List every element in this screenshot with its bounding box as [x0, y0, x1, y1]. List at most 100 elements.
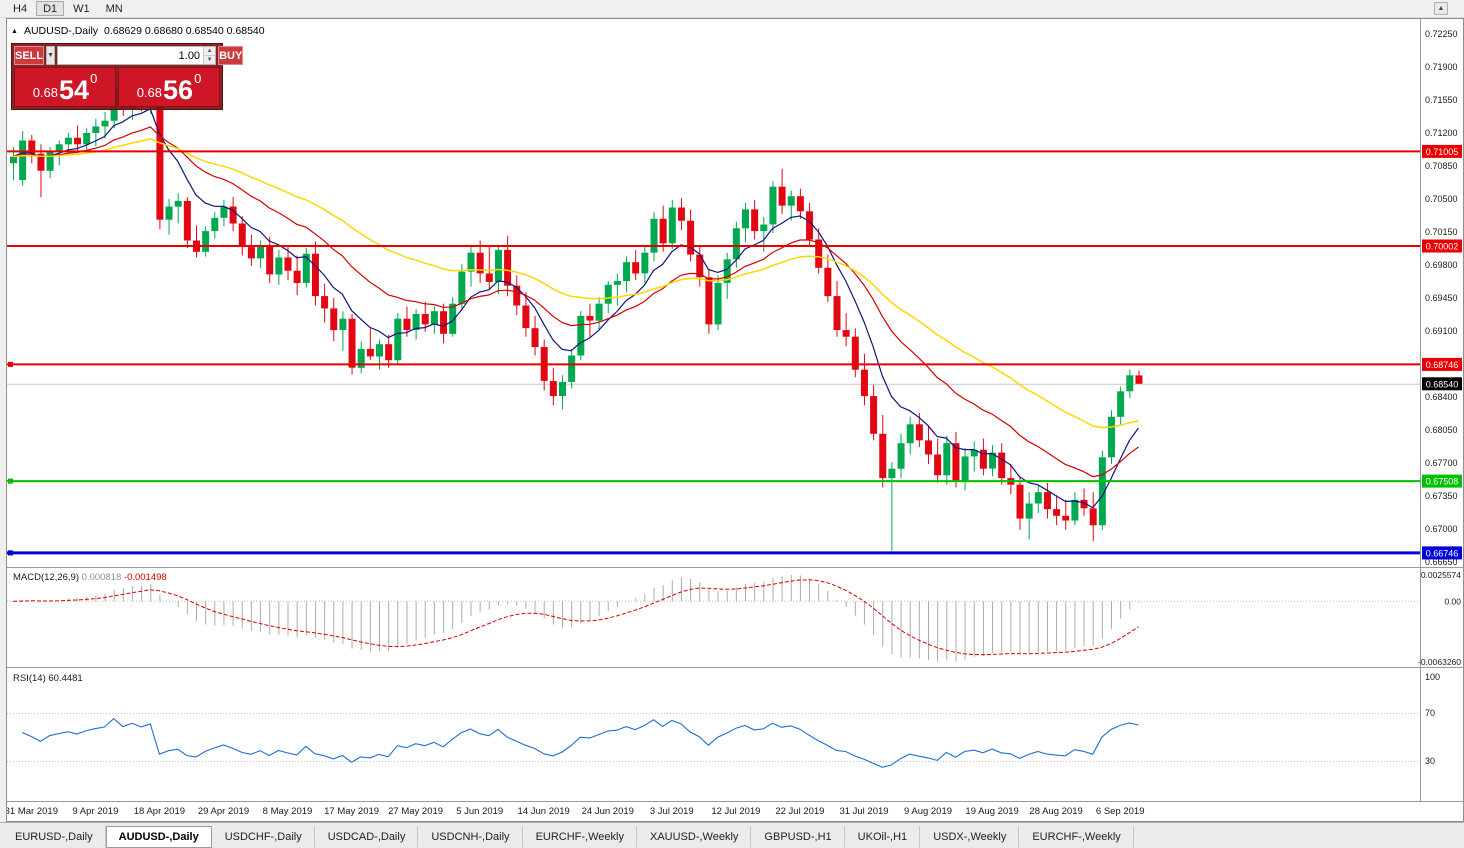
line-price-flag	[1422, 357, 1462, 371]
date-label: 6 Sep 2019	[1096, 806, 1145, 817]
volume-input[interactable]	[58, 47, 204, 64]
price-axis-label: 0.69450	[1425, 293, 1458, 303]
buy-price-prefix: 0.68	[136, 85, 163, 100]
price-axis-label: 0.70500	[1425, 194, 1458, 204]
date-label: 31 Jul 2019	[839, 806, 888, 817]
line-handle[interactable]	[8, 478, 13, 484]
chevron-down-icon: ▼	[47, 52, 55, 59]
timeframe-button-d1[interactable]: D1	[36, 1, 65, 16]
one-click-trading-panel: SELL ▼ ▲ ▼ BUY 0.68 54 0 0.6	[11, 43, 244, 110]
chart-tab-7-gbpusd-h1[interactable]: GBPUSD-,H1	[751, 826, 845, 848]
rsi-axis-label: 100	[1425, 672, 1440, 682]
chart-tab-6-xauusd-weekly[interactable]: XAUUSD-,Weekly	[637, 826, 752, 848]
date-label: 8 May 2019	[263, 806, 313, 817]
buy-price-sup: 0	[194, 71, 202, 86]
date-label: 9 Aug 2019	[904, 806, 952, 817]
rsi-line	[21, 717, 1139, 768]
chart-tab-3-usdcad-daily[interactable]: USDCAD-,Daily	[315, 826, 419, 848]
price-axis-label: 0.67700	[1425, 458, 1458, 468]
candles	[10, 78, 1143, 551]
price-axis-label: 0.66650	[1425, 557, 1458, 567]
sell-price-sup: 0	[90, 71, 98, 86]
buy-price-big: 56	[163, 75, 194, 106]
date-label: 31 Mar 2019	[7, 806, 58, 817]
price-axis-label: 0.68050	[1425, 425, 1458, 435]
chart-tab-1-audusd-daily[interactable]: AUDUSD-,Daily	[105, 826, 212, 848]
sell-price-display[interactable]: 0.68 54 0	[14, 67, 116, 107]
date-label: 18 Apr 2019	[134, 806, 185, 817]
up-arrow-icon: ▲	[1437, 5, 1445, 12]
price-axis-label: 0.69800	[1425, 260, 1458, 270]
line-price-flag-label: 0.70002	[1426, 242, 1459, 252]
chart-tab-0-eurusd-daily[interactable]: EURUSD-,Daily	[2, 826, 106, 848]
current-price-flag-label: 0.68540	[1426, 379, 1459, 389]
ma-line-40	[12, 138, 1139, 429]
chart-tab-bar: EURUSD-,Daily AUDUSD-,Daily USDCHF-,Daily U…	[0, 822, 1464, 848]
buy-price-display[interactable]: 0.68 56 0	[118, 67, 220, 107]
price-axis-label: 0.70850	[1425, 161, 1458, 171]
price-axis-label: 0.69100	[1425, 326, 1458, 336]
line-price-flag	[1422, 474, 1462, 488]
line-handle[interactable]	[8, 550, 13, 556]
timeframe-toolbar: H4 D1 W1 MN ▲	[0, 0, 1464, 18]
line-price-flag	[1422, 144, 1462, 158]
price-axis-label: 0.71200	[1425, 128, 1458, 138]
timeframe-button-mn[interactable]: MN	[105, 3, 123, 15]
rsi-indicator-label: RSI(14) 60.4481	[13, 673, 83, 684]
price-axis-label: 0.67000	[1425, 524, 1458, 534]
chart-tab-8-ukoil-h1[interactable]: UKOil-,H1	[845, 826, 921, 848]
date-label: 19 Aug 2019	[965, 806, 1018, 817]
rsi-axis-label: 70	[1425, 708, 1435, 718]
volume-spinner: ▲ ▼	[203, 47, 216, 64]
ma-line-8	[12, 108, 1139, 509]
sell-price-prefix: 0.68	[32, 85, 59, 100]
price-axis-label: 0.67350	[1425, 491, 1458, 501]
price-axis: 0.72250 0.71900 0.71550 0.71200 0.70850 0.705…	[1425, 29, 1458, 567]
ma-line-20	[12, 126, 1139, 478]
current-price-flag	[1422, 377, 1462, 391]
rsi-axis-label: 30	[1425, 756, 1435, 766]
date-label: 17 May 2019	[324, 806, 379, 817]
date-axis: 31 Mar 2019 9 Apr 2019 18 Apr 2019 29 Apr 2…	[7, 806, 1145, 817]
date-label: 28 Aug 2019	[1029, 806, 1082, 817]
chart-symbol-period: AUDUSD-,Daily	[23, 25, 99, 37]
line-price-flag-label: 0.67508	[1426, 477, 1459, 487]
chart-tab-4-usdcnh-daily[interactable]: USDCNH-,Daily	[418, 826, 523, 848]
line-handle[interactable]	[8, 361, 13, 367]
macd-indicator-label: MACD(12,26,9) 0.000818 -0.001498	[13, 572, 167, 583]
buy-button[interactable]: BUY	[218, 46, 244, 65]
chart-tab-10-eurchf-weekly[interactable]: EURCHF-,Weekly	[1019, 826, 1134, 848]
volume-dropdown-button[interactable]: ▼	[46, 46, 56, 65]
volume-field-wrap: ▲ ▼	[57, 46, 217, 65]
chart-tab-5-eurchf-weekly[interactable]: EURCHF-,Weekly	[523, 826, 637, 848]
date-label: 24 Jun 2019	[582, 806, 634, 817]
macd-axis-min: -0.0063260	[1418, 657, 1461, 667]
line-price-flag	[1422, 239, 1462, 253]
date-label: 3 Jul 2019	[650, 806, 694, 817]
timeframe-button-w1[interactable]: W1	[73, 3, 90, 15]
volume-decrease-button[interactable]: ▼	[204, 55, 216, 64]
price-chart[interactable]: 0.72250 0.71900 0.71550 0.71200 0.70850 0.705…	[7, 19, 1463, 821]
price-axis-label: 0.71900	[1425, 62, 1458, 72]
price-axis-label: 0.71550	[1425, 95, 1458, 105]
date-label: 29 Apr 2019	[198, 806, 249, 817]
date-label: 5 Jun 2019	[456, 806, 503, 817]
line-price-flag-label: 0.71005	[1426, 147, 1459, 157]
chart-tab-2-usdchf-daily[interactable]: USDCHF-,Daily	[212, 826, 315, 848]
price-axis-label: 0.72250	[1425, 29, 1458, 39]
line-price-flag-label: 0.68746	[1426, 360, 1459, 370]
date-label: 9 Apr 2019	[72, 806, 118, 817]
macd-axis-max: 0.0025574	[1421, 570, 1461, 580]
chart-ohlc-values: 0.68629 0.68680 0.68540 0.68540	[104, 25, 265, 37]
macd-histogram	[22, 575, 1140, 662]
price-axis-label: 0.68400	[1425, 392, 1458, 402]
scroll-up-button[interactable]: ▲	[1434, 2, 1448, 15]
timeframe-button-h4[interactable]: H4	[13, 3, 28, 15]
chart-tab-9-usdx-weekly[interactable]: USDX-,Weekly	[920, 826, 1020, 848]
line-price-flag	[1422, 546, 1462, 560]
sell-price-big: 54	[59, 75, 90, 106]
sell-button[interactable]: SELL	[14, 46, 45, 65]
chart-window: 0.72250 0.71900 0.71550 0.71200 0.70850 0.705…	[6, 18, 1464, 822]
volume-increase-button[interactable]: ▲	[204, 47, 216, 55]
one-click-collapse-arrow[interactable]: ▲	[11, 27, 18, 35]
